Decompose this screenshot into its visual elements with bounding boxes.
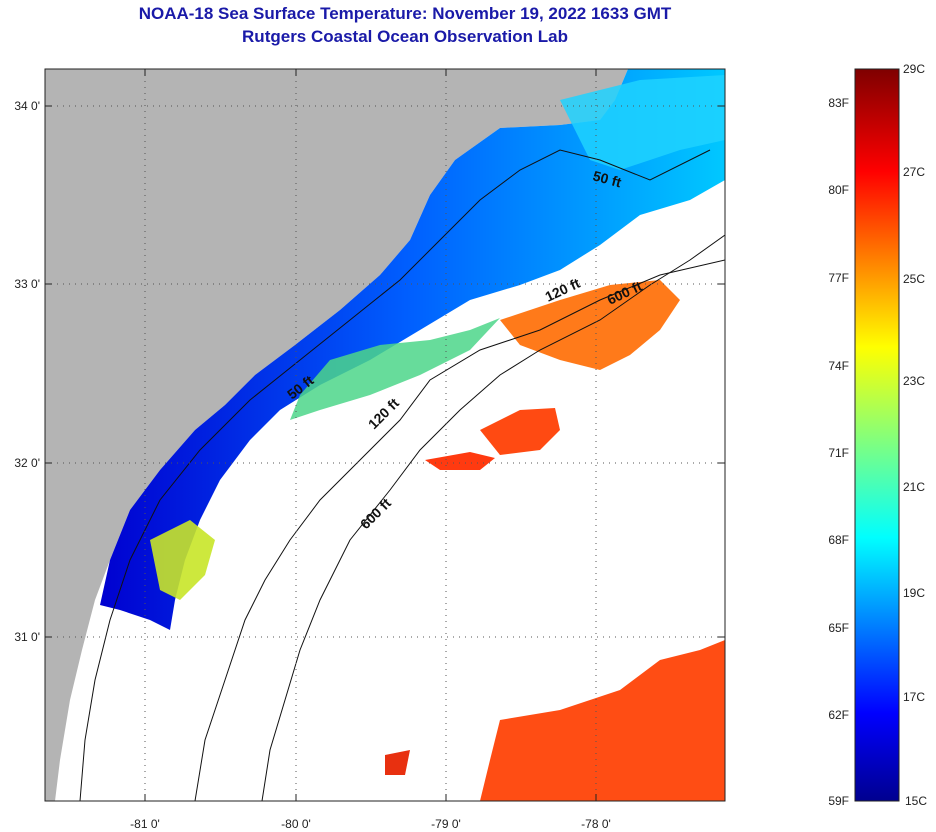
colorbar-celsius-label: 25C bbox=[903, 272, 925, 286]
colorbar-fahrenheit-label: 65F bbox=[828, 621, 849, 635]
contour-label-50ft-north: 50 ft bbox=[591, 167, 623, 190]
warm-patch-south bbox=[480, 640, 725, 801]
contour-120ft bbox=[194, 259, 725, 801]
lat-tick-label: 33 0' bbox=[14, 277, 40, 291]
contour-50ft bbox=[79, 149, 711, 801]
midshelf-cyan-patch bbox=[560, 75, 725, 170]
map-title: NOAA-18 Sea Surface Temperature: Novembe… bbox=[138, 4, 672, 23]
colorbar-fahrenheit-label: 83F bbox=[828, 96, 849, 110]
colorbar-celsius-label: 21C bbox=[903, 480, 925, 494]
axis-ticks bbox=[45, 69, 725, 801]
contour-600ft bbox=[261, 234, 725, 801]
nearshore-cool-water bbox=[100, 69, 725, 630]
colorbar-celsius-label: 29C bbox=[903, 62, 925, 76]
warm-patch-small bbox=[425, 452, 495, 470]
midshelf-green-water bbox=[290, 318, 500, 420]
colorbar-fahrenheit-label: 80F bbox=[828, 183, 849, 197]
grid-lines bbox=[45, 69, 725, 801]
map-subtitle: Rutgers Coastal Ocean Observation Lab bbox=[242, 27, 568, 46]
warm-patch-southwest bbox=[385, 750, 410, 775]
land-mass bbox=[45, 69, 628, 801]
colorbar-celsius-label: 17C bbox=[903, 690, 925, 704]
colorbar bbox=[854, 68, 900, 802]
lat-tick-label: 32 0' bbox=[14, 456, 40, 470]
lon-tick-label: -79 0' bbox=[431, 817, 461, 831]
map-frame bbox=[44, 68, 726, 802]
colorbar-fahrenheit-label: 68F bbox=[828, 533, 849, 547]
colorbar-fahrenheit-label: 74F bbox=[828, 359, 849, 373]
lon-tick-label: -81 0' bbox=[130, 817, 160, 831]
colorbar-fahrenheit-label: 62F bbox=[828, 708, 849, 722]
lat-tick-label: 34 0' bbox=[14, 99, 40, 113]
colorbar-fahrenheit-label: 71F bbox=[828, 446, 849, 460]
colorbar-celsius-label: 23C bbox=[903, 374, 925, 388]
colorbar-celsius-label: 19C bbox=[903, 586, 925, 600]
warm-patch-mid bbox=[480, 408, 560, 455]
lon-tick-label: -80 0' bbox=[281, 817, 311, 831]
colorbar-celsius-label: 27C bbox=[903, 165, 925, 179]
shelf-yellow-patch bbox=[150, 520, 215, 600]
lat-tick-label: 31 0' bbox=[14, 630, 40, 644]
colorbar-fahrenheit-label: 59F bbox=[828, 794, 849, 808]
colorbar-celsius-label: 15C bbox=[905, 794, 927, 808]
lon-tick-label: -78 0' bbox=[581, 817, 611, 831]
colorbar-fahrenheit-label: 77F bbox=[828, 271, 849, 285]
